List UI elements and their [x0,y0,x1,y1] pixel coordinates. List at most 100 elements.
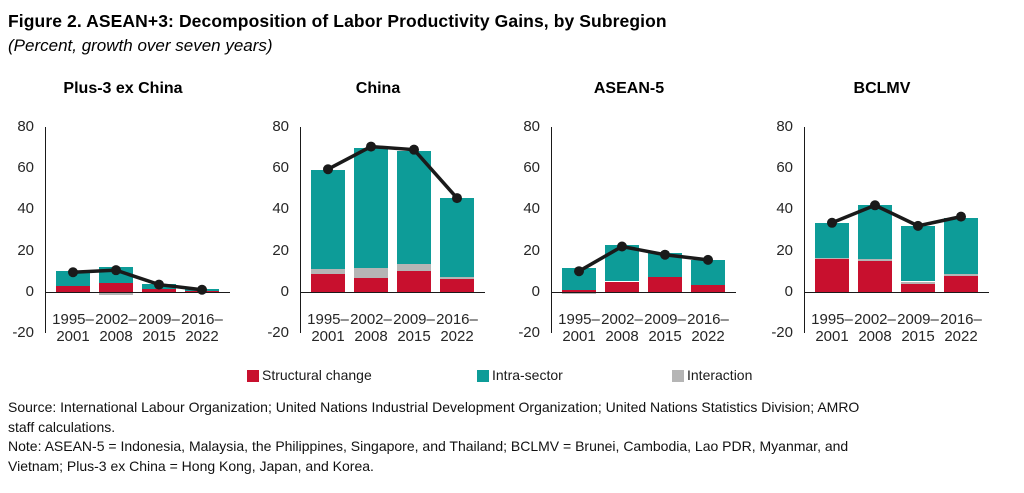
y-axis: 80 60 40 20 0 -20 [255,118,289,341]
y-tick-label: 80 [272,118,289,135]
x-axis-line [46,291,230,294]
bar-segment-interaction [354,268,388,279]
x-category-label: 2016– 2022 [940,310,982,346]
bar-segment-intra-sector [311,170,345,270]
x-category-label: 1995– 2001 [307,310,349,346]
x-category-label: 2002– 2008 [350,310,392,346]
x-category-label: 2009– 2015 [897,310,939,346]
line-marker [870,200,880,211]
bar-segment-intra-sector [562,268,596,290]
y-tick-label: 20 [17,241,34,259]
bar-segment-intra-sector [56,271,90,286]
legend-item-intra-sector: Intra-sector [477,367,563,383]
panel-china: China 80 60 40 20 0 -20 1995– 2001 2002– 2008 2… [255,75,511,355]
total-productivity-line [574,241,713,277]
y-tick-label: 40 [776,200,793,218]
panel-title: BCLMV [853,80,911,97]
legend-label-interaction: Interaction [687,367,753,383]
y-tick-label: -20 [771,324,793,341]
line-marker [111,265,121,276]
bar-segment-interaction [944,274,978,277]
y-tick-label: 60 [272,159,289,177]
y-axis: 80 60 40 20 0 -20 [506,118,540,341]
legend-label-intra-sector: Intra-sector [492,367,563,383]
line-marker [574,266,584,277]
line-marker [197,284,207,295]
note-line: Vietnam; Plus-3 ex China = Hong Kong, Ja… [8,457,374,474]
line-marker [827,217,837,228]
y-tick-label: 20 [272,241,289,259]
total-productivity-line [827,200,966,231]
bar-segment-interaction [901,281,935,284]
y-tick-label: 40 [17,200,34,218]
x-category-label: 2009– 2015 [393,310,435,346]
bar-segment-structural-change [440,279,474,292]
plot-area: 1995– 2001 2002– 2008 2009– 2015 2016– 2022 [300,127,485,345]
plot-area: 1995– 2001 2002– 2008 2009– 2015 2016– 2022 [551,127,736,345]
x-category-label: 2016– 2022 [181,310,223,346]
bar-segment-structural-change [815,258,849,292]
footer-notes: Source: International Labour Organizatio… [8,398,1020,476]
bar-segment-interaction [99,291,133,295]
total-productivity-line [68,265,207,295]
bar-segment-interaction [815,257,849,259]
y-tick-label: 80 [523,118,540,135]
bar-segment-interaction [311,269,345,275]
y-axis: 80 60 40 20 0 -20 [759,118,793,341]
figure-title: Figure 2. ASEAN+3: Decomposition of Labo… [8,11,667,31]
source-line: Source: International Labour Organizatio… [8,399,860,415]
panel-title: ASEAN-5 [593,80,665,97]
interaction-swatch-icon [672,370,684,382]
x-category-label: 1995– 2001 [52,310,94,346]
line-marker [617,241,627,252]
line-marker [956,211,966,222]
line-marker [154,279,164,290]
x-category-label: 2002– 2008 [601,310,643,346]
bar-segment-structural-change [648,277,682,292]
bar-segment-structural-change [691,284,725,292]
panel-title: China [355,80,401,97]
bar-segment-structural-change [56,285,90,292]
y-tick-label: 0 [784,282,793,300]
bar-segment-intra-sector [440,198,474,278]
structural-change-swatch-icon [247,370,259,382]
note-line: Note: ASEAN-5 = Indonesia, Malaysia, the… [8,438,849,454]
y-axis: 80 60 40 20 0 -20 [0,118,34,341]
y-tick-label: 80 [776,118,793,135]
bar-segment-structural-change [99,282,133,292]
intra-sector-swatch-icon [477,370,489,382]
y-tick-label: 0 [25,282,34,300]
bar-segment-structural-change [858,260,892,292]
bar-segment-structural-change [142,288,176,292]
x-category-label: 2002– 2008 [854,310,896,346]
plot-area: 1995– 2001 2002– 2008 2009– 2015 2016– 2022 [804,127,989,345]
y-tick-label: -20 [12,324,34,341]
bar-segment-structural-change [311,274,345,292]
bar-segment-intra-sector [944,217,978,275]
y-tick-label: 20 [523,241,540,259]
x-category-label: 2002– 2008 [95,310,137,346]
y-tick-label: 0 [280,282,289,300]
x-category-label: 2009– 2015 [644,310,686,346]
y-tick-label: 40 [272,200,289,218]
y-tick-label: 80 [17,118,34,135]
x-axis-line [805,291,989,294]
x-category-label: 1995– 2001 [558,310,600,346]
x-axis-line [552,291,736,294]
panel-plus3-ex-china: Plus-3 ex China 80 60 40 20 0 -20 1995– 2001 2… [0,75,256,355]
x-category-label: 2009– 2015 [138,310,180,346]
x-category-label: 2016– 2022 [687,310,729,346]
bar-segment-intra-sector [354,147,388,269]
bar-segment-intra-sector [397,150,431,264]
line-marker [323,164,333,175]
panel-asean-5: ASEAN-5 80 60 40 20 0 -20 1995– 2001 2002– 200… [506,75,762,355]
source-line: staff calculations. [8,418,116,435]
bar-segment-structural-change [944,276,978,292]
bar-segment-intra-sector [901,225,935,282]
x-category-label: 1995– 2001 [811,310,853,346]
bar-segment-interaction [440,277,474,280]
x-axis-line [301,291,485,294]
bar-segment-structural-change [354,278,388,292]
y-tick-label: 20 [776,241,793,259]
bar-segment-interaction [397,263,431,272]
